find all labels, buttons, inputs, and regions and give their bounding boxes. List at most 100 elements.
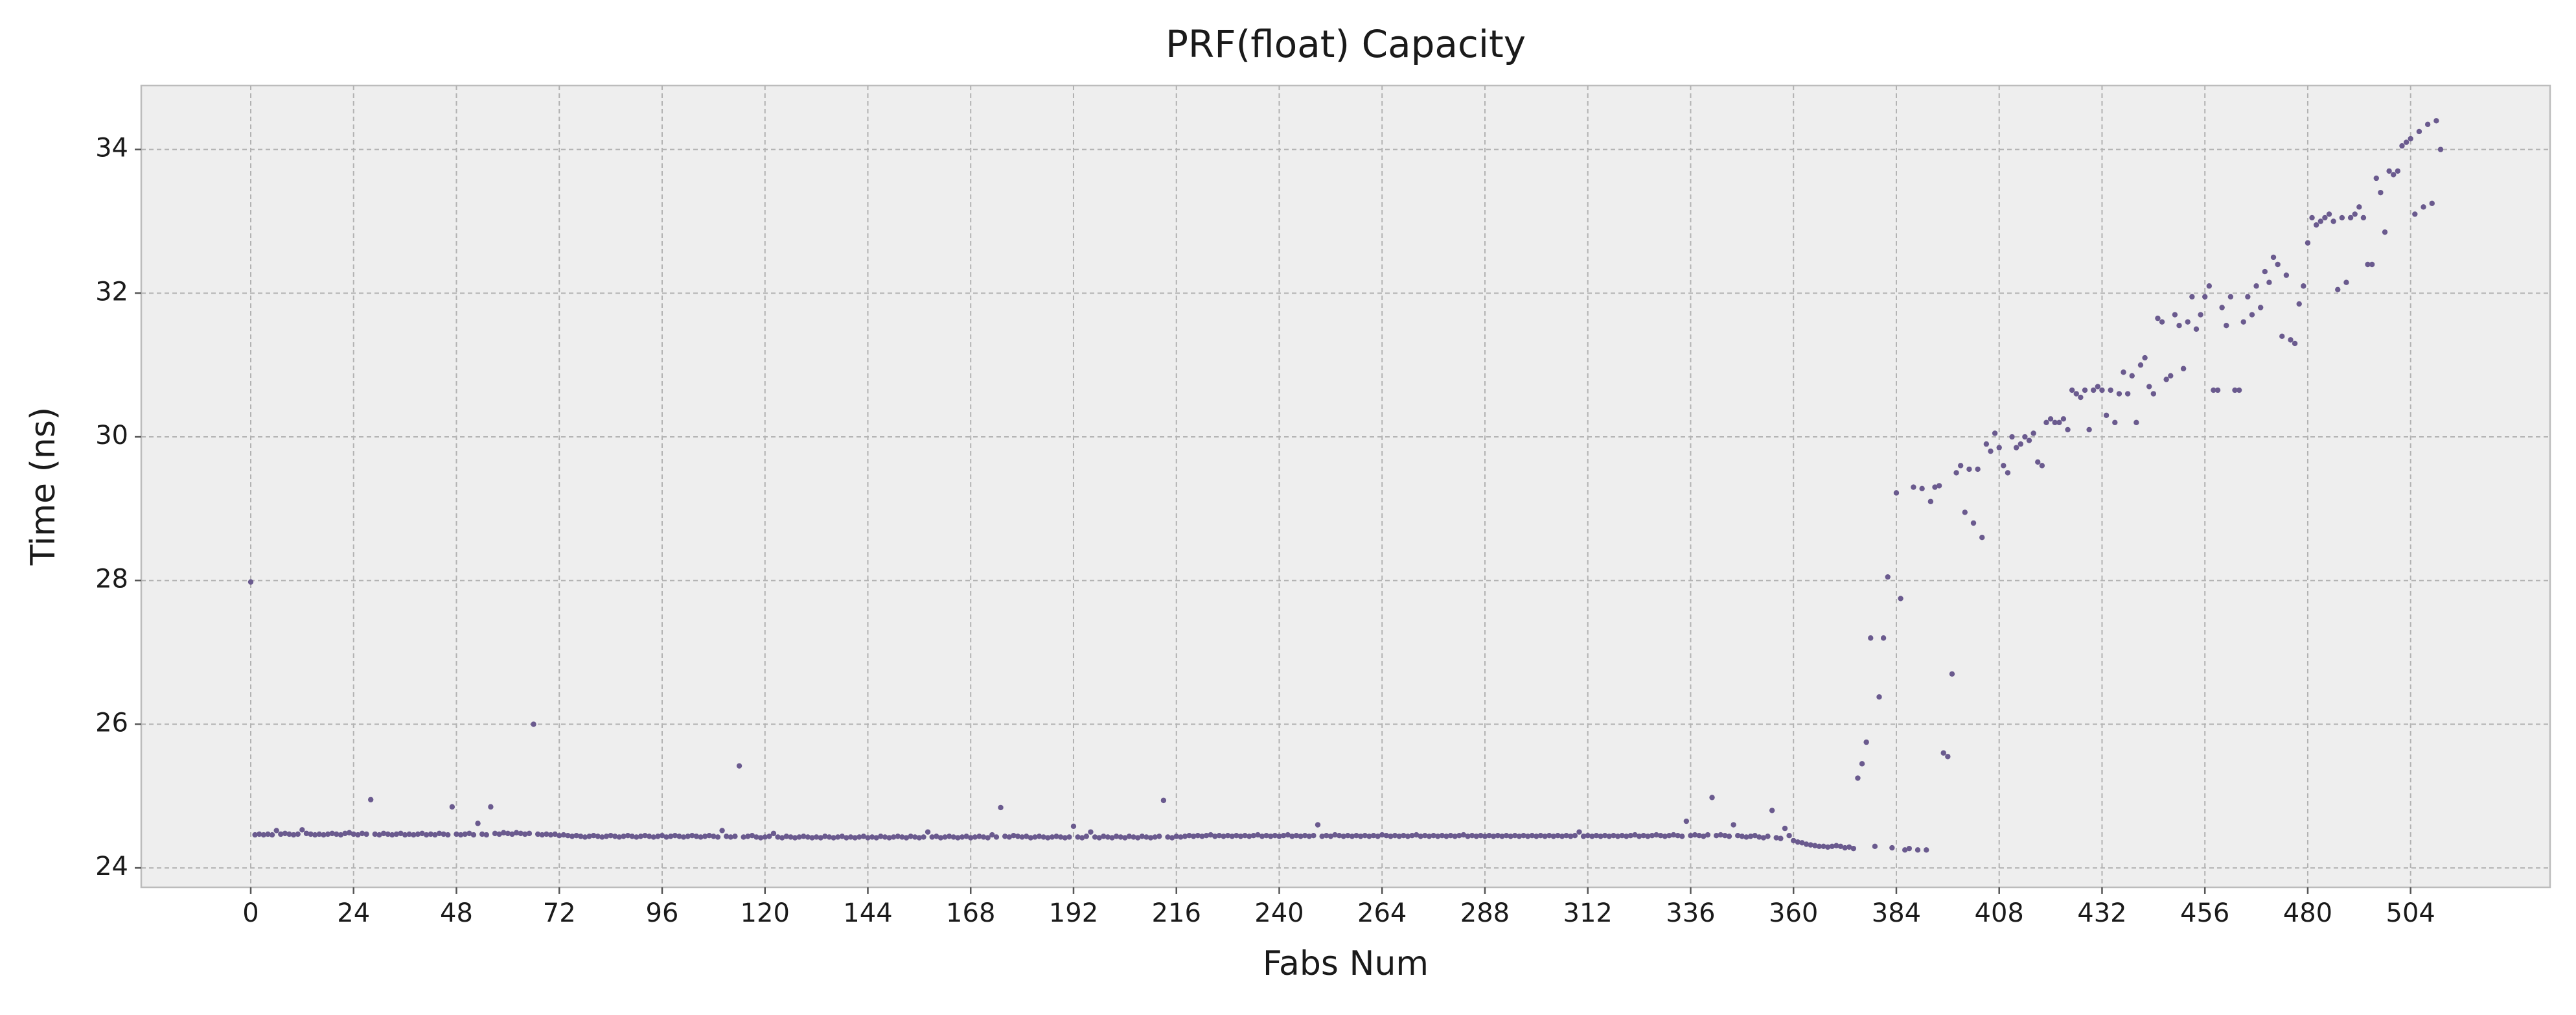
- data-point: [1534, 834, 1539, 839]
- data-point: [2099, 387, 2105, 393]
- data-point: [1439, 832, 1445, 839]
- data-point: [1563, 832, 1569, 839]
- data-point: [950, 834, 956, 840]
- data-point: [857, 834, 862, 840]
- data-point: [1983, 441, 1990, 447]
- data-point: [2202, 294, 2208, 300]
- data-point: [2279, 333, 2285, 340]
- grid: [141, 86, 2550, 887]
- data-point: [1624, 834, 1629, 839]
- data-point: [2133, 419, 2139, 426]
- data-point: [1508, 834, 1513, 839]
- data-point: [1178, 834, 1184, 840]
- data-point: [2301, 283, 2306, 289]
- data-point: [2018, 441, 2023, 447]
- data-point: [2240, 319, 2246, 325]
- data-point: [1615, 834, 1621, 839]
- data-point: [522, 831, 528, 837]
- data-point: [2112, 419, 2118, 426]
- data-point: [1992, 430, 1998, 436]
- data-point: [1627, 832, 1634, 839]
- data-point: [2369, 261, 2375, 268]
- data-point: [1298, 834, 1304, 839]
- data-point: [1791, 837, 1797, 844]
- data-point: [2343, 279, 2349, 285]
- data-point: [1653, 832, 1659, 838]
- data-point: [1118, 834, 1123, 840]
- data-point: [1392, 832, 1398, 839]
- data-point: [1062, 835, 1068, 841]
- data-point: [2180, 366, 2187, 371]
- data-point: [1880, 635, 1887, 641]
- data-point: [265, 831, 271, 837]
- data-point: [1611, 832, 1616, 839]
- data-point: [1546, 832, 1552, 839]
- data-point: [852, 835, 858, 841]
- data-point: [621, 834, 627, 839]
- data-point: [2245, 294, 2251, 300]
- data-point: [937, 835, 944, 841]
- data-point: [423, 832, 430, 838]
- data-point: [2168, 373, 2174, 379]
- data-point: [2137, 362, 2144, 368]
- x-tick-label: 96: [646, 898, 679, 928]
- data-point: [608, 832, 614, 839]
- data-point: [1418, 834, 1423, 839]
- data-point: [1101, 834, 1107, 839]
- data-point: [1953, 470, 1959, 476]
- data-point: [895, 834, 901, 839]
- data-point: [1876, 694, 1882, 700]
- data-point: [544, 831, 549, 837]
- data-point: [1289, 834, 1295, 839]
- data-point: [1160, 797, 1167, 804]
- data-point: [441, 831, 446, 837]
- data-point: [702, 834, 708, 839]
- data-point: [1735, 832, 1741, 839]
- y-tick-label: 26: [95, 708, 128, 738]
- data-point: [1465, 834, 1471, 839]
- data-point: [1885, 574, 1891, 580]
- data-point: [595, 834, 601, 839]
- data-point: [1336, 832, 1342, 839]
- data-point: [1666, 832, 1672, 839]
- data-point: [860, 834, 867, 839]
- data-point: [805, 834, 811, 840]
- data-point: [882, 834, 888, 840]
- data-point: [1478, 832, 1484, 839]
- data-point: [908, 834, 914, 839]
- data-point: [1713, 832, 1719, 839]
- data-point: [625, 832, 631, 839]
- data-point: [1105, 834, 1111, 840]
- data-point: [1079, 835, 1085, 841]
- data-point: [308, 831, 314, 837]
- data-point: [2116, 391, 2122, 397]
- data-point: [1234, 832, 1239, 839]
- data-point: [2056, 419, 2062, 426]
- data-point: [398, 830, 404, 837]
- data-point: [505, 830, 511, 837]
- data-point: [565, 832, 571, 839]
- data-point: [865, 835, 871, 841]
- data-point: [809, 835, 815, 841]
- data-point: [1049, 834, 1055, 840]
- data-point: [552, 831, 558, 837]
- data-point: [1662, 834, 1668, 839]
- data-point: [1302, 832, 1308, 839]
- data-point: [1011, 832, 1017, 839]
- data-point: [1452, 834, 1458, 839]
- x-tick-label: 168: [946, 898, 995, 928]
- data-point: [501, 830, 507, 835]
- data-point: [2356, 204, 2362, 210]
- data-point: [1405, 834, 1411, 839]
- data-point: [1499, 834, 1505, 839]
- data-point: [1268, 834, 1274, 839]
- data-point: [2142, 355, 2148, 361]
- data-point: [1383, 832, 1390, 839]
- y-tick-label: 28: [95, 565, 128, 594]
- data-point: [1388, 834, 1394, 839]
- data-point: [466, 830, 472, 837]
- data-point: [1293, 832, 1300, 839]
- data-point: [980, 834, 987, 840]
- data-point: [1263, 832, 1269, 839]
